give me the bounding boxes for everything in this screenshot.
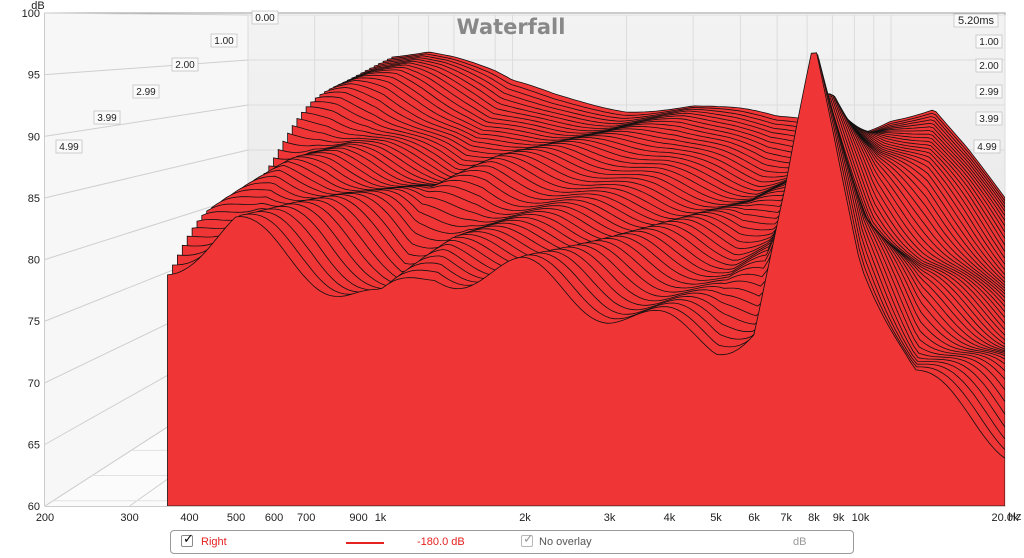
x-tick-label: 3k (604, 512, 616, 524)
time-tick-box (953, 13, 999, 28)
x-axis-unit: Hz (1008, 511, 1021, 523)
time-tick-left: 0.00 (255, 13, 275, 24)
time-tick-box (132, 84, 160, 99)
series-value: -180.0 dB (417, 536, 465, 548)
time-tick-right: 3.99 (979, 114, 999, 125)
x-tick-label: 900 (349, 512, 367, 524)
overlay-label[interactable]: No overlay (539, 536, 592, 548)
time-tick-box (210, 33, 238, 48)
series-name[interactable]: Right (201, 536, 227, 548)
time-tick-box (975, 58, 1003, 73)
x-tick-label: 4k (664, 512, 676, 524)
x-tick-label: 700 (297, 512, 315, 524)
grid-line-y (44, 104, 249, 137)
time-tick-box (93, 110, 121, 125)
overlay-unit: dB (793, 536, 807, 548)
y-tick-label: 65 (28, 439, 40, 451)
time-tick-right: 1.00 (979, 37, 999, 48)
time-tick-box (973, 139, 1001, 154)
y-tick-label: 95 (28, 70, 40, 82)
time-tick-box (975, 84, 1003, 99)
x-tick-label: 400 (180, 512, 198, 524)
x-tick-label: 200 (36, 512, 54, 524)
overlay-checkbox[interactable]: ✓ (521, 531, 534, 547)
y-tick-label: 80 (28, 255, 40, 267)
x-tick-label: 500 (227, 512, 245, 524)
time-tick-box (975, 111, 1003, 126)
time-tick-box (171, 57, 199, 72)
x-tick-label: 2k (519, 512, 531, 524)
x-tick-label: 6k (748, 512, 760, 524)
x-tick-label: 7k (780, 512, 792, 524)
x-tick-label: 8k (808, 512, 820, 524)
x-tick-label: 300 (120, 512, 138, 524)
time-tick-left: 1.00 (214, 36, 234, 47)
time-tick-left: 3.99 (97, 113, 117, 124)
x-tick-label: 10k (852, 512, 870, 524)
series-line-swatch (346, 542, 384, 544)
y-axis-unit: dB (31, 0, 44, 12)
y-tick-label: 100 (22, 8, 40, 20)
y-tick-label: 60 (28, 501, 40, 513)
y-tick-label: 85 (28, 193, 40, 205)
time-tick-right: 2.99 (979, 87, 999, 98)
time-tick-box (55, 139, 83, 154)
time-tick-left: 2.99 (136, 87, 156, 98)
series-checkbox[interactable]: ✓ (181, 531, 194, 547)
time-tick-right: 4.99 (977, 142, 997, 153)
x-tick-label: 5k (710, 512, 722, 524)
y-tick-label: 90 (28, 131, 40, 143)
time-tick-left: 4.99 (59, 142, 79, 153)
x-tick-label: 20.0k (992, 512, 1019, 524)
time-tick-right: 2.00 (979, 61, 999, 72)
time-tick-box (251, 10, 279, 25)
y-tick-label: 75 (28, 316, 40, 328)
time-tick-left: 2.00 (175, 60, 195, 71)
x-tick-label: 600 (265, 512, 283, 524)
waterfall-slice (167, 52, 1005, 506)
x-tick-label: 1k (375, 512, 387, 524)
y-tick-label: 70 (28, 378, 40, 390)
grid-line-y (44, 149, 249, 199)
grid-line-y (44, 59, 249, 76)
legend-bar: ✓ Right -180.0 dB ✓ No overlay dB (170, 530, 854, 554)
x-tick-label: 9k (833, 512, 845, 524)
time-tick-box (975, 34, 1003, 49)
time-tick-right: 5.20ms (958, 15, 995, 27)
chart-title: Waterfall (457, 15, 566, 39)
grid-line-y (44, 12, 249, 16)
